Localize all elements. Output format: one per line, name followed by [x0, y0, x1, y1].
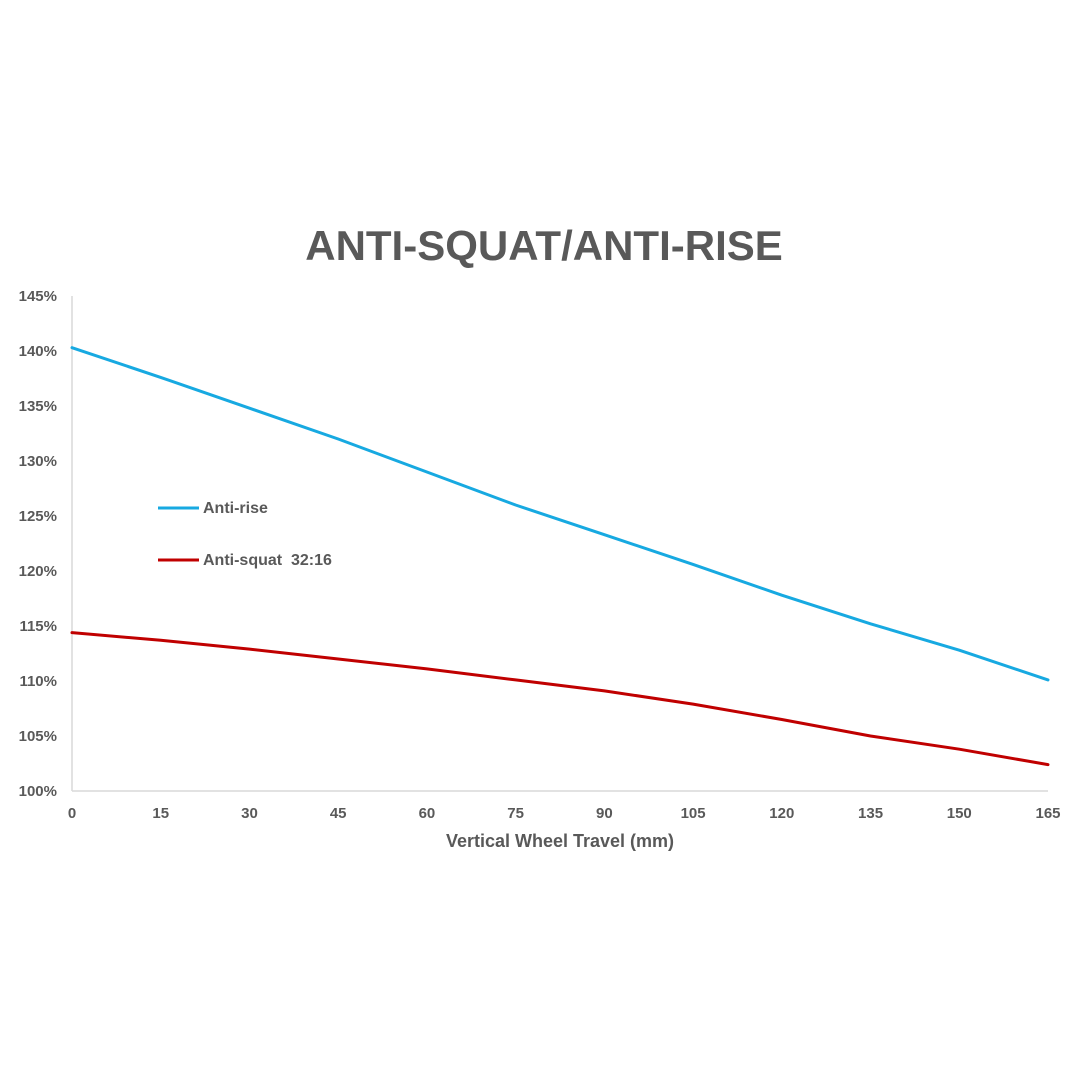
- y-tick-label: 110%: [19, 673, 57, 690]
- x-tick-label: 75: [507, 805, 524, 822]
- chart-title: ANTI-SQUAT/ANTI-RISE: [305, 222, 783, 269]
- y-tick-label: 100%: [19, 783, 57, 800]
- x-tick-label: 30: [241, 805, 258, 822]
- x-axis-ticks: 0 15 30 45 60 75 90 105 120 135 150 165: [68, 805, 1061, 822]
- y-tick-label: 115%: [19, 618, 57, 635]
- x-tick-label: 135: [858, 805, 883, 822]
- legend-label: Anti-squat 32:16: [203, 552, 332, 569]
- x-tick-label: 90: [596, 805, 613, 822]
- x-tick-label: 60: [419, 805, 436, 822]
- series-line-anti-squat: [70, 631, 1050, 767]
- x-tick-label: 150: [947, 805, 972, 822]
- y-tick-label: 130%: [19, 453, 57, 470]
- y-tick-label: 120%: [19, 563, 57, 580]
- x-tick-label: 105: [681, 805, 706, 822]
- series-line-anti-rise: [70, 346, 1050, 682]
- y-tick-label: 140%: [19, 343, 57, 360]
- legend-label: Anti-rise: [203, 500, 268, 517]
- legend: Anti-rise Anti-squat 32:16: [158, 500, 332, 569]
- x-tick-label: 15: [152, 805, 169, 822]
- x-tick-label: 0: [68, 805, 76, 822]
- x-axis-label: Vertical Wheel Travel (mm): [446, 831, 674, 851]
- y-tick-label: 135%: [19, 398, 57, 415]
- x-tick-label: 120: [769, 805, 794, 822]
- x-tick-label: 165: [1035, 805, 1060, 822]
- y-tick-label: 125%: [19, 508, 57, 525]
- series-lines: [70, 346, 1050, 767]
- y-tick-label: 145%: [19, 288, 57, 305]
- x-tick-label: 45: [330, 805, 347, 822]
- y-tick-label: 105%: [19, 728, 57, 745]
- y-axis-ticks: 100% 105% 110% 115% 120% 125% 130% 135% 140% 145%: [19, 288, 57, 800]
